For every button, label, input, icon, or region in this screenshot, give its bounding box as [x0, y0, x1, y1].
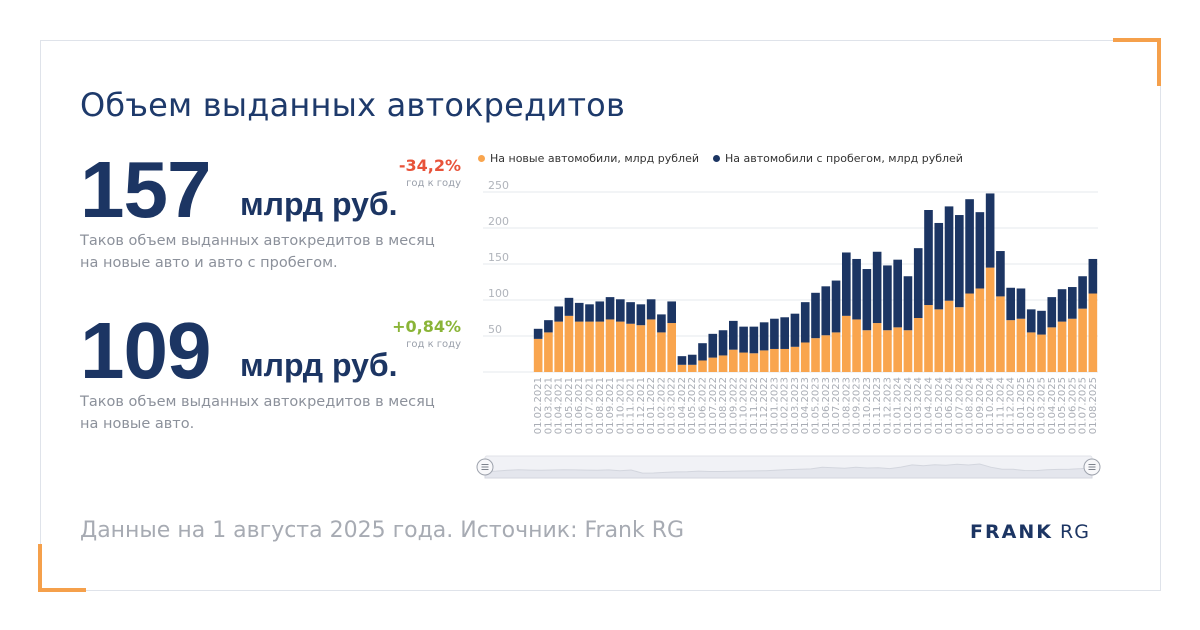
kpi-total-unit: млрд руб. — [240, 186, 398, 222]
kpi-total-change-label: год к году — [406, 178, 461, 189]
kpi-new-description: Таков объем выданных автокредитов в меся… — [80, 391, 480, 435]
corner-accent-top-right — [1113, 38, 1161, 86]
kpi-new-change: +0,84% — [392, 317, 461, 336]
legend-item-new[interactable]: На новые автомобили, млрд рублей — [478, 152, 699, 165]
kpi-total-description: Таков объем выданных автокредитов в меся… — [80, 230, 480, 274]
legend-dot-new — [478, 154, 485, 162]
corner-accent-bottom-left — [38, 544, 86, 592]
legend-label-used: На автомобили с пробегом, млрд рублей — [725, 152, 963, 165]
legend-label-new: На новые автомобили, млрд рублей — [490, 152, 699, 165]
footer-source: Данные на 1 августа 2025 года. Источник:… — [80, 518, 685, 543]
logo-bold: FRANK — [970, 521, 1053, 543]
logo-light: RG — [1060, 521, 1090, 543]
kpi-total-value: 157 — [80, 145, 211, 234]
chart-legend: На новые автомобили, млрд рублей На авто… — [478, 152, 963, 165]
kpi-new-change-label: год к году — [406, 339, 461, 350]
kpi-total-description-line2: на новые авто и авто с пробегом. — [80, 255, 338, 271]
legend-dot-used — [713, 154, 720, 162]
kpi-total-description-line1: Таков объем выданных автокредитов в меся… — [80, 233, 435, 249]
kpi-new-description-line2: на новые авто. — [80, 416, 195, 432]
frank-rg-logo: FRANK RG — [970, 521, 1090, 543]
kpi-total-change: -34,2% — [398, 156, 461, 175]
kpi-new-value: 109 — [80, 306, 211, 395]
kpi-new-unit: млрд руб. — [240, 347, 398, 383]
page-title: Объем выданных автокредитов — [80, 86, 626, 124]
legend-item-used[interactable]: На автомобили с пробегом, млрд рублей — [713, 152, 963, 165]
kpi-new-description-line1: Таков объем выданных автокредитов в меся… — [80, 394, 435, 410]
